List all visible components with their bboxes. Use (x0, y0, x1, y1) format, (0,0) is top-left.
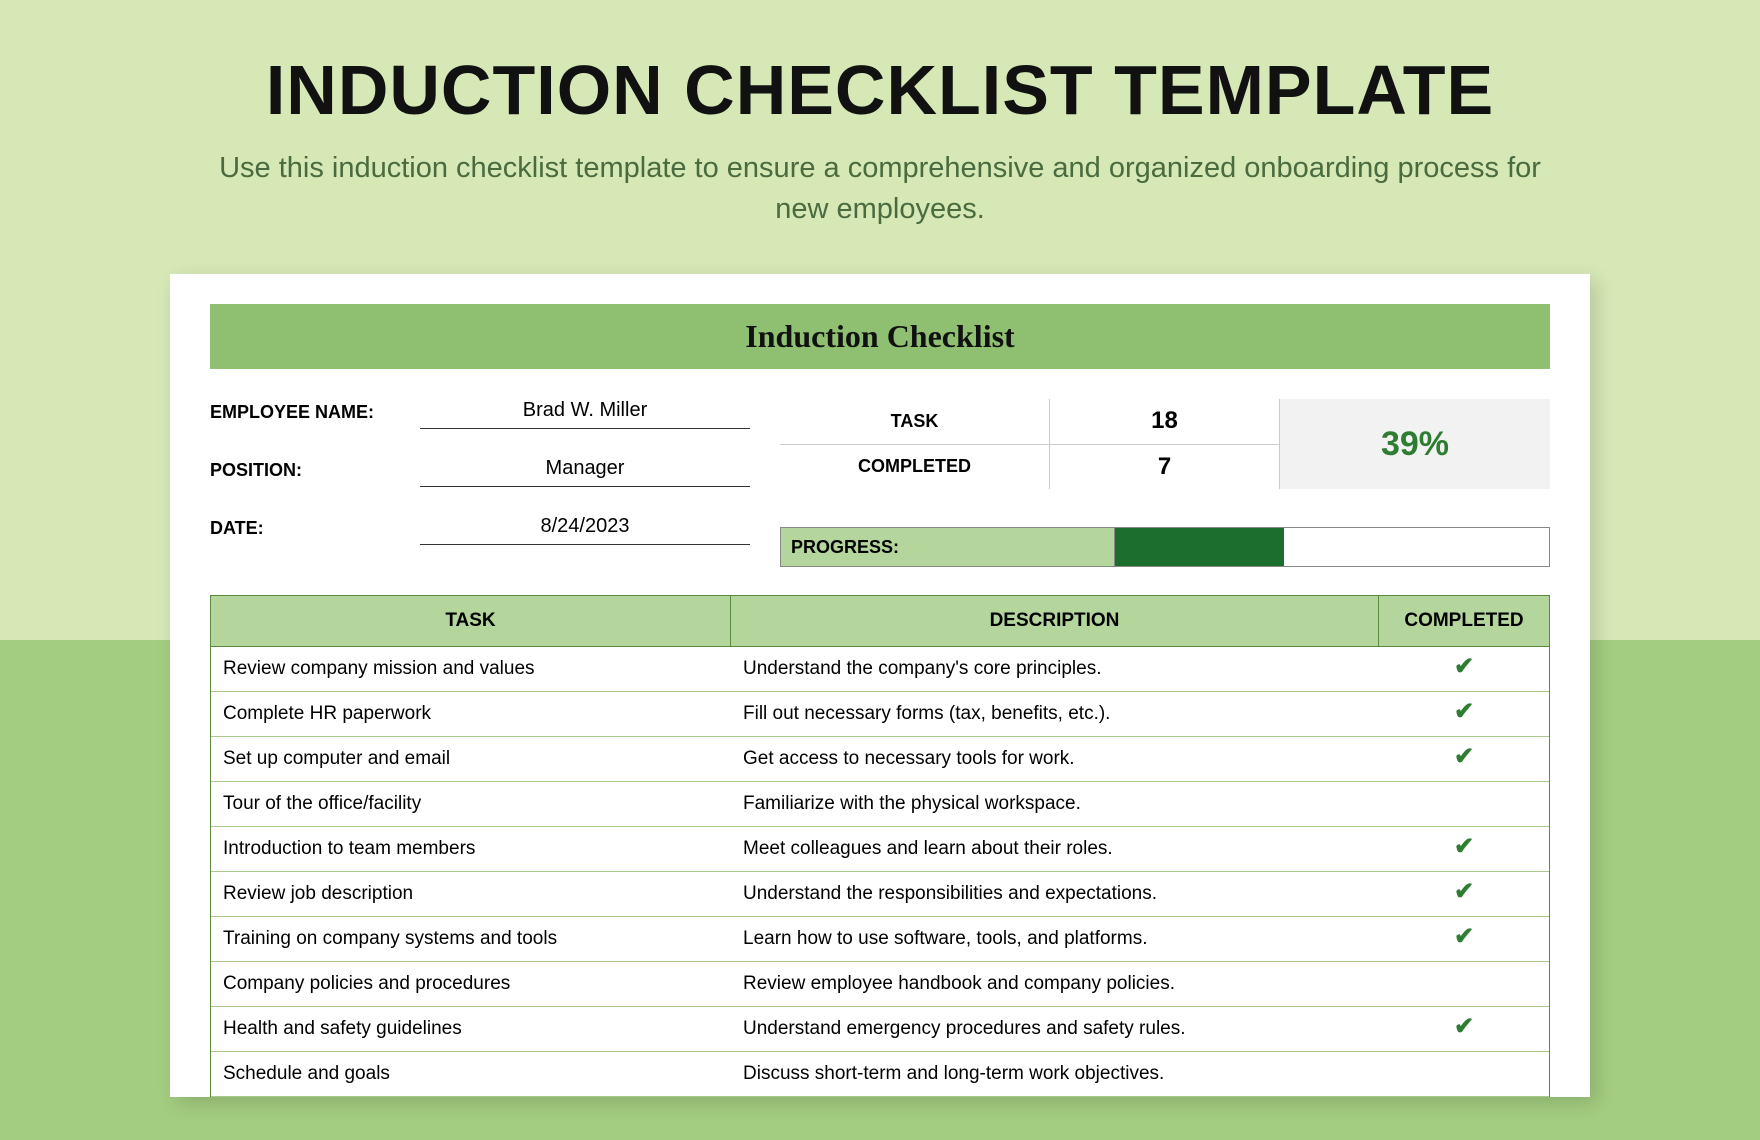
cell-description: Learn how to use software, tools, and pl… (731, 917, 1379, 961)
date-label: DATE: (210, 518, 420, 545)
cell-completed[interactable]: ✔ (1379, 917, 1549, 961)
date-value[interactable]: 8/24/2023 (420, 515, 750, 545)
table-row: Complete HR paperworkFill out necessary … (211, 692, 1549, 737)
cell-completed[interactable]: ✔ (1379, 827, 1549, 871)
table-row: Company policies and proceduresReview em… (211, 962, 1549, 1007)
header-task: TASK (211, 596, 731, 646)
page-subtitle: Use this induction checklist template to… (0, 148, 1760, 229)
cell-task: Set up computer and email (211, 737, 731, 781)
cell-description: Understand emergency procedures and safe… (731, 1007, 1379, 1051)
cell-description: Meet colleagues and learn about their ro… (731, 827, 1379, 871)
progress-bar-fill (1115, 528, 1284, 566)
task-table: TASK DESCRIPTION COMPLETED Review compan… (210, 595, 1550, 1097)
table-row: Introduction to team membersMeet colleag… (211, 827, 1549, 872)
cell-description: Review employee handbook and company pol… (731, 962, 1379, 1006)
completed-count-label: COMPLETED (780, 445, 1049, 490)
task-count-label: TASK (780, 399, 1049, 445)
stats-values: 18 7 (1050, 399, 1280, 489)
table-row: Tour of the office/facilityFamiliarize w… (211, 782, 1549, 827)
position-value[interactable]: Manager (420, 457, 750, 487)
cell-task: Health and safety guidelines (211, 1007, 731, 1051)
stats-row: TASK COMPLETED 18 7 39% (780, 399, 1550, 489)
cell-completed[interactable]: ✔ (1379, 1007, 1549, 1051)
cell-task: Complete HR paperwork (211, 692, 731, 736)
employee-info: EMPLOYEE NAME: Brad W. Miller POSITION: … (210, 399, 750, 573)
table-body: Review company mission and valuesUnderst… (211, 647, 1549, 1097)
document-title: Induction Checklist (210, 304, 1550, 369)
table-row: Review company mission and valuesUnderst… (211, 647, 1549, 692)
cell-completed[interactable]: ✔ (1379, 872, 1549, 916)
cell-description: Understand the responsibilities and expe… (731, 872, 1379, 916)
page-title: INDUCTION CHECKLIST TEMPLATE (0, 0, 1760, 130)
header-description: DESCRIPTION (731, 596, 1379, 646)
table-row: Schedule and goalsDiscuss short-term and… (211, 1052, 1549, 1097)
stats-labels: TASK COMPLETED (780, 399, 1050, 489)
employee-name-value[interactable]: Brad W. Miller (420, 399, 750, 429)
table-row: Set up computer and emailGet access to n… (211, 737, 1549, 782)
cell-description: Familiarize with the physical workspace. (731, 782, 1379, 826)
info-section: EMPLOYEE NAME: Brad W. Miller POSITION: … (210, 399, 1550, 573)
cell-completed[interactable]: ✔ (1379, 647, 1549, 691)
cell-task: Training on company systems and tools (211, 917, 731, 961)
percent-complete: 39% (1280, 399, 1550, 489)
cell-description: Fill out necessary forms (tax, benefits,… (731, 692, 1379, 736)
employee-name-row: EMPLOYEE NAME: Brad W. Miller (210, 399, 750, 429)
cell-task: Tour of the office/facility (211, 782, 731, 826)
cell-completed[interactable]: ✔ (1379, 692, 1549, 736)
employee-name-label: EMPLOYEE NAME: (210, 402, 420, 429)
cell-description: Discuss short-term and long-term work ob… (731, 1052, 1379, 1096)
position-row: POSITION: Manager (210, 457, 750, 487)
table-header: TASK DESCRIPTION COMPLETED (211, 596, 1549, 647)
cell-completed[interactable] (1379, 962, 1549, 1006)
cell-completed[interactable] (1379, 782, 1549, 826)
progress-bar (1115, 527, 1550, 567)
cell-task: Introduction to team members (211, 827, 731, 871)
table-row: Training on company systems and toolsLea… (211, 917, 1549, 962)
cell-task: Review job description (211, 872, 731, 916)
cell-task: Company policies and procedures (211, 962, 731, 1006)
position-label: POSITION: (210, 460, 420, 487)
table-row: Review job descriptionUnderstand the res… (211, 872, 1549, 917)
progress-row: PROGRESS: (780, 527, 1550, 567)
header-completed: COMPLETED (1379, 596, 1549, 646)
completed-count-value: 7 (1050, 445, 1279, 490)
cell-completed[interactable]: ✔ (1379, 737, 1549, 781)
task-count-value: 18 (1050, 399, 1279, 445)
cell-completed[interactable] (1379, 1052, 1549, 1096)
table-row: Health and safety guidelinesUnderstand e… (211, 1007, 1549, 1052)
progress-label: PROGRESS: (780, 527, 1115, 567)
document-sheet: Induction Checklist EMPLOYEE NAME: Brad … (170, 274, 1590, 1097)
date-row: DATE: 8/24/2023 (210, 515, 750, 545)
cell-task: Review company mission and values (211, 647, 731, 691)
cell-task: Schedule and goals (211, 1052, 731, 1096)
stats-block: TASK COMPLETED 18 7 39% PROGRESS: (780, 399, 1550, 573)
cell-description: Understand the company's core principles… (731, 647, 1379, 691)
cell-description: Get access to necessary tools for work. (731, 737, 1379, 781)
